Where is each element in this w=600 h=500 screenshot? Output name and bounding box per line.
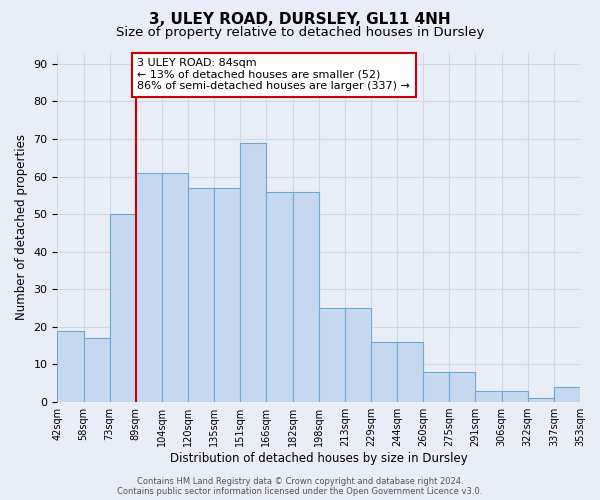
Bar [136,173,162,402]
Bar [554,387,580,402]
Bar [397,342,423,402]
Bar [528,398,554,402]
Bar [266,192,293,402]
Bar [214,188,241,402]
Bar [475,391,502,402]
Text: Contains HM Land Registry data © Crown copyright and database right 2024.
Contai: Contains HM Land Registry data © Crown c… [118,476,482,496]
Bar [423,372,449,402]
Text: 3, ULEY ROAD, DURSLEY, GL11 4NH: 3, ULEY ROAD, DURSLEY, GL11 4NH [149,12,451,28]
Text: 3 ULEY ROAD: 84sqm
← 13% of detached houses are smaller (52)
86% of semi-detache: 3 ULEY ROAD: 84sqm ← 13% of detached hou… [137,58,410,92]
Bar [188,188,214,402]
Text: Size of property relative to detached houses in Dursley: Size of property relative to detached ho… [116,26,484,39]
Bar [110,214,136,402]
X-axis label: Distribution of detached houses by size in Dursley: Distribution of detached houses by size … [170,452,467,465]
Bar [449,372,475,402]
Bar [502,391,528,402]
Bar [293,192,319,402]
Bar [345,308,371,402]
Bar [162,173,188,402]
Bar [58,330,83,402]
Bar [371,342,397,402]
Bar [319,308,345,402]
Y-axis label: Number of detached properties: Number of detached properties [15,134,28,320]
Bar [83,338,110,402]
Bar [241,142,266,402]
